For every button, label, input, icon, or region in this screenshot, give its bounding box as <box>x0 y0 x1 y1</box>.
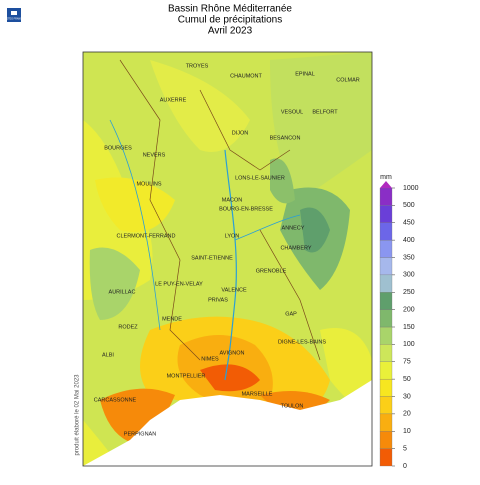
city-label: BOURGES <box>104 145 132 151</box>
city-label: GAP <box>285 311 297 317</box>
legend-swatch <box>379 326 393 345</box>
city-label: ANNECY <box>282 225 305 231</box>
city-label: DIJON <box>232 130 249 136</box>
city-label: CLERMONT-FERRAND <box>117 233 176 239</box>
legend-label: 10 <box>403 428 411 435</box>
side-note: produit élaboré le 02 Mai 2023 <box>75 374 81 456</box>
legend-swatch <box>379 448 393 467</box>
city-label: DIGNE-LES-BAINS <box>278 339 326 345</box>
legend-swatch <box>379 257 393 276</box>
city-label: MOULINS <box>136 181 161 187</box>
city-label: MENDE <box>162 316 182 322</box>
legend-swatch <box>379 187 393 206</box>
city-label: COLMAR <box>336 77 360 83</box>
city-label: TOULON <box>281 403 304 409</box>
legend-swatch <box>380 181 392 188</box>
legend-label: 75 <box>403 359 411 366</box>
city-label: VESOUL <box>281 109 303 115</box>
legend-label: 250 <box>403 289 415 296</box>
legend-label: 350 <box>403 254 415 261</box>
city-label: RODEZ <box>118 324 138 330</box>
legend-label: 100 <box>403 341 415 348</box>
city-label: PERPIGNAN <box>124 431 156 437</box>
period: Avril 2023 <box>208 26 253 37</box>
city-label: LE PUY-EN-VELAY <box>155 281 203 287</box>
city-label: NIMES <box>201 356 219 362</box>
legend-label: 500 <box>403 202 415 209</box>
legend-label: 50 <box>403 376 411 383</box>
legend-label: 20 <box>403 411 411 418</box>
title: Bassin Rhône Méditerranée <box>168 4 292 15</box>
city-label: MARSEILLE <box>242 391 273 397</box>
legend-swatch <box>379 344 393 362</box>
legend-swatch <box>379 309 393 328</box>
legend-swatch <box>379 274 393 293</box>
legend-swatch <box>379 222 393 241</box>
map <box>83 52 372 466</box>
subtitle: Cumul de précipitations <box>178 15 283 26</box>
city-label: ALBI <box>102 352 114 358</box>
legend-swatch <box>379 378 393 397</box>
legend-label: 150 <box>403 324 415 331</box>
legend-swatch <box>379 239 393 258</box>
legend-label: 450 <box>403 220 415 227</box>
city-label: LONS-LE-SAUNIER <box>235 175 285 181</box>
city-label: EPINAL <box>295 71 315 77</box>
city-label: VALENCE <box>221 287 247 293</box>
city-label: BESANCON <box>270 135 301 141</box>
logo-icon <box>11 11 17 15</box>
city-label: CHAUMONT <box>230 73 262 79</box>
legend-swatch <box>379 361 393 380</box>
city-label: TROYES <box>186 63 209 69</box>
city-label: CARCASSONNE <box>94 397 137 403</box>
legend-swatch <box>379 292 393 310</box>
legend-label: 30 <box>403 393 411 400</box>
city-label: CHAMBERY <box>280 245 311 251</box>
city-label: PRIVAS <box>208 297 228 303</box>
legend-swatch <box>379 205 393 223</box>
city-label: SAINT-ETIENNE <box>191 255 233 261</box>
legend-label: 1000 <box>403 185 419 192</box>
city-label: MACON <box>222 197 243 203</box>
logo-text: METEO FRANCE <box>5 18 24 21</box>
legend-swatch <box>379 396 393 415</box>
legend-unit: mm <box>380 174 392 181</box>
legend-label: 400 <box>403 237 415 244</box>
city-label: NEVERS <box>143 152 166 158</box>
city-label: BELFORT <box>312 109 338 115</box>
map-frame <box>82 51 373 467</box>
city-label: LYON <box>225 233 240 239</box>
legend-label: 5 <box>403 445 407 452</box>
city-label: MONTPELLIER <box>167 373 206 379</box>
legend-label: 0 <box>403 463 407 470</box>
city-label: BOURG-EN-BRESSE <box>219 206 273 212</box>
legend-label: 200 <box>403 306 415 313</box>
city-label: AUXERRE <box>160 97 187 103</box>
city-label: GRENOBLE <box>256 268 287 274</box>
legend-label: 300 <box>403 272 415 279</box>
city-label: AVIGNON <box>220 350 245 356</box>
city-label: AURILLAC <box>109 289 136 295</box>
legend-swatch <box>379 431 393 449</box>
legend-swatch <box>379 413 393 432</box>
